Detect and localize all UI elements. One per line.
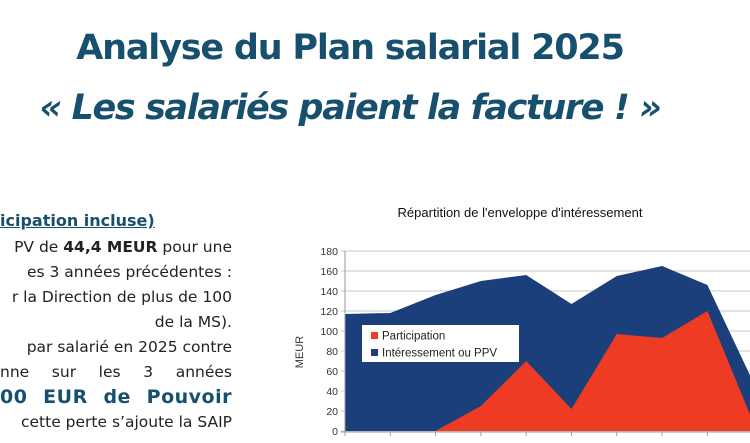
text-span: de la MS). [154, 313, 232, 331]
y-tick-label: 180 [320, 246, 338, 258]
page-title: Analyse du Plan salarial 2025 [76, 28, 625, 68]
text-span: pour une [157, 238, 232, 256]
y-tick-label: 140 [320, 286, 338, 298]
emphasis-text: 00 EUR de Pouvoir [0, 386, 232, 408]
text-span: nne sur les 3 années [0, 363, 232, 381]
paragraph-line: par salarié en 2025 contre [0, 335, 232, 360]
text-span: PV de [14, 238, 64, 256]
chart-title: Répartition de l'enveloppe d'intéresseme… [397, 205, 643, 220]
y-axis-label: MEUR [294, 336, 306, 368]
legend-box [362, 325, 519, 362]
area-series-participation [345, 311, 750, 431]
text-span: cette perte s’ajoute la SAIP [21, 413, 232, 431]
paragraph-line: PV de 44,4 MEUR pour une [0, 235, 232, 260]
y-tick-label: 120 [320, 306, 338, 318]
page-subtitle: « Les salariés paient la facture ! » [39, 88, 661, 128]
y-tick-labels: 0 20 40 60 80 100 120 140 160 180 [320, 246, 338, 438]
legend-swatch-participation [371, 332, 378, 339]
paragraph-line: cette perte s’ajoute la SAIP [0, 410, 232, 435]
paragraph-lines: PV de 44,4 MEUR pour une es 3 années préc… [0, 235, 232, 435]
section-heading: icipation incluse) [0, 211, 155, 230]
legend-swatch-interessement [371, 349, 378, 356]
left-text-column: icipation incluse) PV de 44,4 MEUR pour … [0, 208, 232, 435]
y-tick-label: 100 [320, 326, 338, 338]
y-tick-label: 80 [326, 346, 338, 358]
paragraph-line: r la Direction de plus de 100 [0, 285, 232, 310]
y-tick-label: 40 [326, 386, 338, 398]
paragraph-line: nne sur les 3 années [0, 360, 232, 385]
legend-label-interessement: Intéressement ou PPV [382, 348, 497, 360]
text-span: par salarié en 2025 contre [26, 338, 232, 356]
y-tick-label: 60 [326, 366, 338, 378]
y-tick-label: 20 [326, 406, 338, 418]
chart-areas [345, 266, 750, 431]
paragraph-line: de la MS). [0, 310, 232, 335]
text-span: r la Direction de plus de 100 [11, 288, 232, 306]
y-tick-label: 0 [332, 426, 338, 438]
chart-axes [341, 251, 750, 436]
emphasis-text: 44,4 MEUR [63, 238, 158, 256]
paragraph-line: es 3 années précédentes : [0, 260, 232, 285]
y-tick-label: 160 [320, 266, 338, 278]
chart-legend: Participation Intéressement ou PPV [362, 325, 519, 362]
text-span: es 3 années précédentes : [26, 263, 232, 281]
paragraph-line: 00 EUR de Pouvoir [0, 385, 232, 410]
legend-label-participation: Participation [382, 331, 445, 343]
